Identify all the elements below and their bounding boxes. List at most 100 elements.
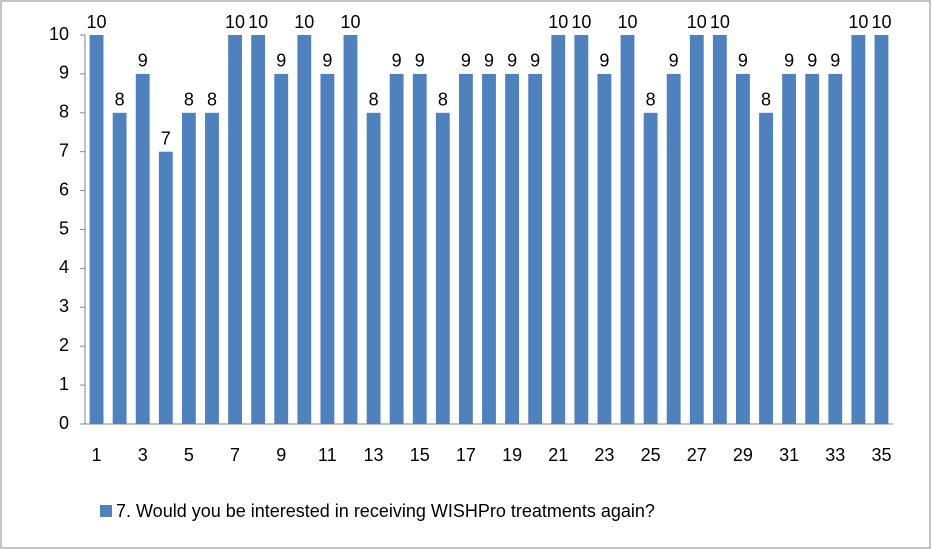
x-tick-label: 23 (594, 445, 614, 465)
bar (343, 35, 358, 424)
bar (297, 35, 312, 424)
bar (412, 73, 427, 425)
data-label: 7 (161, 128, 171, 148)
x-tick-label: 33 (825, 445, 845, 465)
bar (874, 35, 889, 424)
y-tick-label: 6 (59, 179, 69, 199)
data-label: 10 (87, 12, 107, 32)
data-label: 9 (784, 51, 794, 71)
x-tick-label: 3 (138, 445, 148, 465)
data-label: 9 (415, 51, 425, 71)
x-tick-label: 9 (276, 445, 286, 465)
data-label: 10 (617, 12, 637, 32)
data-label: 10 (225, 12, 245, 32)
x-tick-label: 29 (733, 445, 753, 465)
data-label: 9 (669, 51, 679, 71)
y-tick-label: 1 (59, 374, 69, 394)
data-label: 10 (848, 12, 868, 32)
bar (574, 35, 589, 424)
data-label: 8 (115, 90, 125, 110)
data-label: 8 (761, 90, 771, 110)
x-tick-label: 11 (318, 445, 337, 465)
bar (135, 73, 150, 425)
bar (274, 73, 289, 425)
x-tick-label: 25 (641, 445, 661, 465)
data-label: 10 (571, 12, 591, 32)
bar (643, 112, 658, 425)
data-label: 10 (340, 12, 360, 32)
x-tick-label: 15 (410, 445, 430, 465)
bar (228, 35, 242, 424)
data-label: 10 (548, 12, 568, 32)
y-tick-label: 10 (49, 24, 69, 44)
x-tick-label: 27 (687, 445, 707, 465)
y-tick-label: 7 (59, 140, 69, 160)
bar (828, 73, 843, 425)
bar (666, 73, 681, 425)
bar (620, 35, 635, 424)
data-label: 9 (530, 51, 540, 71)
bar (389, 73, 404, 425)
x-tick-label: 35 (871, 445, 891, 465)
data-label: 8 (207, 90, 217, 110)
y-tick-label: 8 (59, 102, 69, 122)
x-tick-label: 13 (364, 445, 384, 465)
bar (805, 73, 820, 425)
y-tick-label: 2 (59, 335, 69, 355)
data-label: 9 (392, 51, 402, 71)
x-tick-label: 1 (92, 445, 102, 465)
data-label: 9 (276, 51, 286, 71)
bar (320, 73, 335, 425)
data-label: 8 (438, 90, 448, 110)
bar (181, 112, 196, 425)
y-tick-label: 9 (59, 63, 69, 83)
x-tick-label: 21 (548, 445, 568, 465)
bar (251, 35, 266, 424)
data-label: 10 (687, 12, 707, 32)
data-label: 9 (138, 51, 148, 71)
bar (736, 73, 750, 425)
data-label: 9 (484, 51, 494, 71)
data-label: 10 (248, 12, 268, 32)
y-tick-label: 0 (59, 413, 69, 433)
x-tick-label: 19 (502, 445, 522, 465)
bar (851, 35, 866, 424)
bar (89, 35, 104, 424)
x-tick-label: 5 (184, 445, 194, 465)
data-label: 9 (807, 51, 817, 71)
data-label: 9 (599, 51, 609, 71)
x-tick-label: 31 (779, 445, 799, 465)
data-label: 10 (294, 12, 314, 32)
bar (551, 35, 566, 424)
bar (759, 112, 773, 425)
bar (528, 73, 543, 425)
data-label: 9 (738, 51, 748, 71)
bar (597, 73, 612, 425)
bar (158, 151, 173, 424)
bar (458, 73, 473, 425)
bar (205, 112, 219, 425)
data-label: 8 (184, 90, 194, 110)
bar (689, 35, 704, 424)
y-tick-label: 5 (59, 218, 69, 238)
data-label: 9 (830, 51, 840, 71)
data-label: 10 (710, 12, 730, 32)
bar (435, 112, 450, 425)
data-label: 9 (461, 51, 471, 71)
data-label: 8 (369, 90, 379, 110)
x-tick-label: 17 (456, 445, 476, 465)
legend-swatch (100, 505, 112, 517)
legend-label: 7. Would you be interested in receiving … (116, 501, 655, 521)
data-label: 10 (871, 12, 891, 32)
bar (505, 73, 520, 425)
data-label: 9 (507, 51, 517, 71)
data-label: 8 (646, 90, 656, 110)
x-tick-label: 7 (230, 445, 240, 465)
bar (112, 112, 127, 425)
bar (482, 73, 496, 425)
data-label: 9 (322, 51, 332, 71)
bar (782, 73, 797, 425)
bar (366, 112, 381, 425)
y-tick-label: 3 (59, 296, 69, 316)
